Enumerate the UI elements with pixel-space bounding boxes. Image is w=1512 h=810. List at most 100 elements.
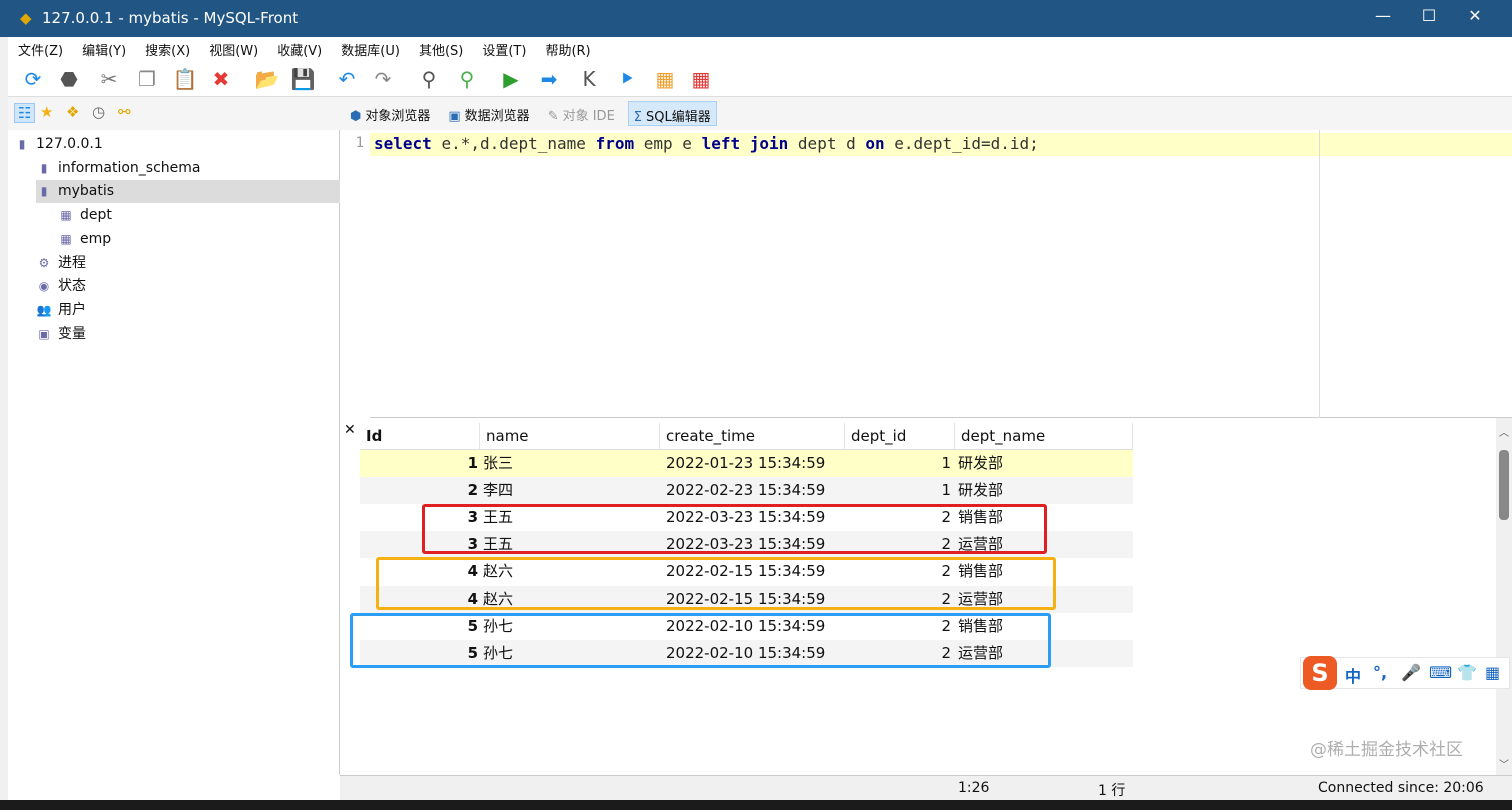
tree-item[interactable]: ◉ 状态 <box>36 275 86 298</box>
delete-icon[interactable]: ✖ <box>212 67 230 91</box>
menu-item[interactable]: 其他(S) <box>418 44 464 59</box>
view-toolbar: ⬢ 对象浏览器 ▣ 数据浏览器 ✎ 对象 IDE Σ SQL编辑器 ☷ ★ ❖ ◷ ⚯ <box>8 97 1512 130</box>
copy-icon[interactable]: ❐ <box>138 67 156 91</box>
find-icon[interactable]: ⚲ <box>421 67 437 91</box>
ime-item[interactable]: 🎤 <box>1401 663 1421 682</box>
object-browser-icon: ⬢ <box>350 109 362 124</box>
status-bar: 1:26 1 行 Connected since: 20:06 <box>340 775 1512 800</box>
cell-name: 孙七 <box>483 643 514 662</box>
menu-item[interactable]: 帮助(R) <box>545 44 591 59</box>
object-ide-icon: ✎ <box>547 109 559 124</box>
sql-keyword: join <box>749 134 789 153</box>
sql-keyword: on <box>865 134 885 153</box>
ime-item[interactable]: °, <box>1373 663 1388 682</box>
cell-dept_name: 运营部 <box>958 589 1004 608</box>
history-icon[interactable]: ◷ <box>92 103 106 121</box>
run-selection-icon[interactable]: ➡ <box>540 67 558 91</box>
insert-row-icon[interactable]: ▦ <box>655 67 675 91</box>
sql-token <box>432 134 442 153</box>
menu-item[interactable]: 搜索(X) <box>145 44 191 59</box>
menu-item[interactable]: 数据库(U) <box>341 44 400 59</box>
table-row[interactable] <box>360 639 1133 667</box>
ime-item[interactable]: 👕 <box>1457 663 1477 682</box>
view-tab-label: SQL编辑器 <box>646 110 711 125</box>
last-icon[interactable]: ⯈ <box>619 67 635 91</box>
maximize-button[interactable]: ☐ <box>1421 6 1437 25</box>
replace-icon[interactable]: ⚲ <box>459 67 475 91</box>
first-icon[interactable]: K <box>582 67 596 91</box>
ime-item[interactable]: ▦ <box>1485 663 1501 682</box>
tree-item[interactable]: ▣ 变量 <box>36 323 86 346</box>
column-header[interactable]: dept_id <box>845 423 955 450</box>
run-icon[interactable]: ▶ <box>503 67 519 91</box>
line-number: 1 <box>340 130 370 418</box>
view-tabs: ⬢ 对象浏览器 ▣ 数据浏览器 ✎ 对象 IDE Σ SQL编辑器 <box>345 101 717 126</box>
sql-token <box>788 134 798 153</box>
refresh-icon[interactable]: ⟳ <box>24 67 42 91</box>
delete-row-icon[interactable]: ▦ <box>691 67 711 91</box>
stop-icon[interactable]: ⬣ <box>60 67 78 91</box>
tree-item-label: dept <box>80 207 112 224</box>
open-icon[interactable]: 📂 <box>254 67 280 91</box>
tree-item[interactable]: ▮ information_schema <box>36 157 201 180</box>
cell-dept_name: 销售部 <box>958 616 1004 635</box>
tree-icon[interactable]: ☷ <box>14 103 36 123</box>
ime-toolbar[interactable]: S 中 °, 🎤 ⌨ 👕 ▦ <box>1300 656 1510 690</box>
tree-item-label: 进程 <box>58 254 86 271</box>
users-icon: 👥 <box>36 302 52 317</box>
redo-icon[interactable]: ↷ <box>374 67 392 91</box>
tree-item[interactable]: ▮ mybatis <box>36 180 340 204</box>
table-row[interactable] <box>360 450 1133 477</box>
status-icon: ◉ <box>38 279 50 294</box>
tree-item-label: mybatis <box>58 183 115 200</box>
paste-icon[interactable]: 📋 <box>172 67 198 91</box>
ime-item[interactable]: 中 <box>1345 667 1362 686</box>
view-tab[interactable]: ⬢ 对象浏览器 <box>345 101 435 126</box>
vertical-scrollbar[interactable]: ︿ ﹀ <box>1496 418 1512 775</box>
menu-item[interactable]: 设置(T) <box>482 44 527 59</box>
column-header[interactable]: create_time <box>660 423 845 450</box>
connection-status: Connected since: 20:06 <box>1318 780 1484 796</box>
table-icon: ▦ <box>60 231 72 246</box>
save-icon[interactable]: 💾 <box>290 67 316 91</box>
sql-editor[interactable]: 1 select e.*,d.dept_name from emp e left… <box>340 130 1512 418</box>
cell-create_time: 2022-02-10 15:34:59 <box>666 616 826 635</box>
menu-item[interactable]: 编辑(Y) <box>82 44 127 59</box>
undo-icon[interactable]: ↶ <box>338 67 356 91</box>
cell-name: 赵六 <box>483 562 514 581</box>
tree-item[interactable]: ▮ 127.0.0.1 <box>14 133 103 156</box>
favorites-icon[interactable]: ★ <box>40 103 54 121</box>
view-tab[interactable]: ✎ 对象 IDE <box>543 101 620 126</box>
tree-item[interactable]: ⚙ 进程 <box>36 252 86 275</box>
table-row[interactable] <box>360 558 1133 586</box>
tree-item[interactable]: ▦ dept <box>58 204 112 227</box>
column-header[interactable]: dept_name <box>955 423 1133 450</box>
sql-token <box>634 134 644 153</box>
scroll-up-icon[interactable]: ︿ <box>1499 428 1509 439</box>
ime-item[interactable]: ⌨ <box>1429 663 1453 682</box>
cut-icon[interactable]: ✂ <box>100 67 118 91</box>
right-margin-line <box>1319 130 1320 418</box>
view-tab[interactable]: ▣ 数据浏览器 <box>443 101 534 126</box>
close-results-button[interactable]: ✕ <box>344 422 356 438</box>
menu-item[interactable]: 收藏(V) <box>277 44 323 59</box>
column-header[interactable]: name <box>480 423 660 450</box>
table-row[interactable] <box>360 504 1133 532</box>
scrollbar-thumb[interactable] <box>1499 450 1509 520</box>
tree-item[interactable]: ▦ emp <box>58 228 111 251</box>
table-row[interactable] <box>360 477 1133 505</box>
scroll-down-icon[interactable]: ﹀ <box>1499 760 1509 771</box>
close-button[interactable]: ✕ <box>1468 6 1482 25</box>
data-browser-icon: ▣ <box>448 109 461 124</box>
menu-item[interactable]: 视图(W) <box>209 44 259 59</box>
folders-icon[interactable]: ❖ <box>66 103 80 121</box>
cell-dept_name: 销售部 <box>958 562 1004 581</box>
menu-item[interactable]: 文件(Z) <box>18 44 64 59</box>
table-row[interactable] <box>360 612 1133 640</box>
bookmark-icon[interactable]: ⚯ <box>118 103 131 121</box>
column-header[interactable]: Id <box>360 423 480 450</box>
sql-text[interactable]: select e.*,d.dept_name from emp e left j… <box>374 134 1039 153</box>
minimize-button[interactable]: — <box>1375 6 1391 25</box>
view-tab[interactable]: Σ SQL编辑器 <box>627 101 717 126</box>
tree-item[interactable]: 👥 用户 <box>36 299 86 322</box>
